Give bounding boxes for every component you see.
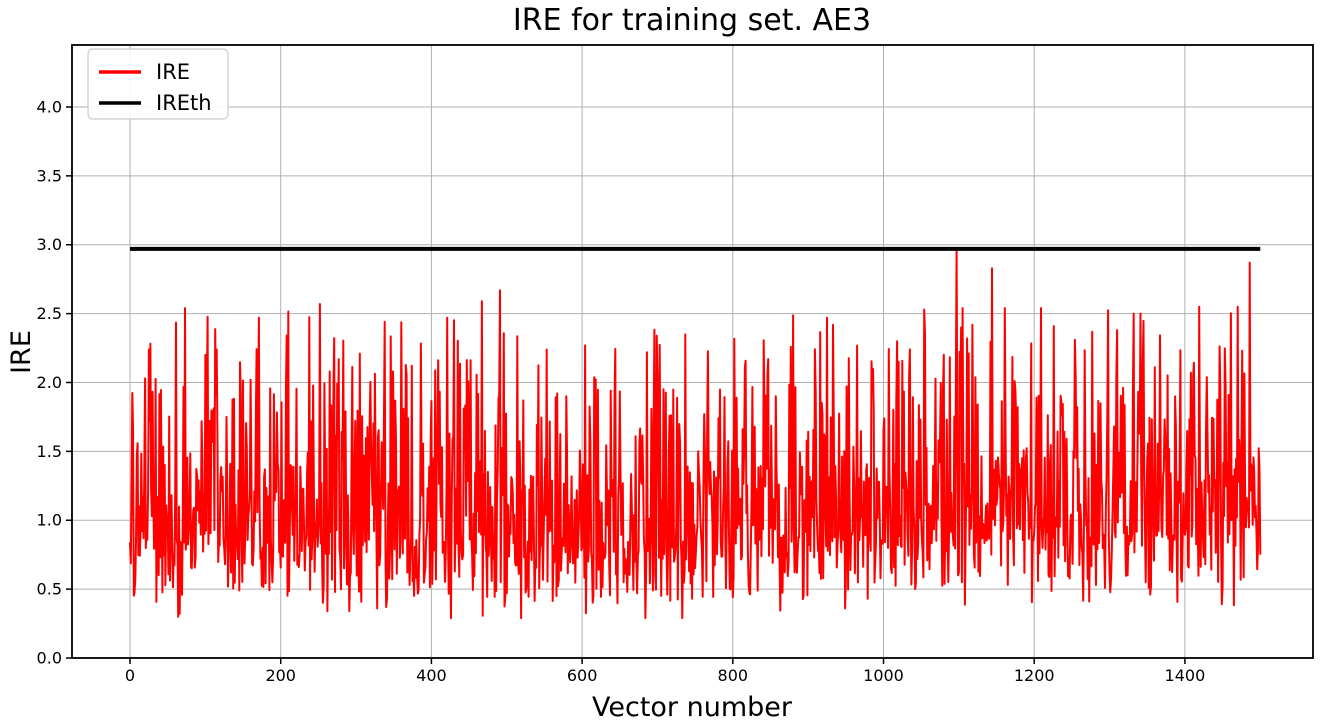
legend-label-ire: IRE: [156, 60, 190, 84]
x-tick-label: 1400: [1165, 666, 1206, 685]
y-tick-label: 3.5: [37, 166, 62, 185]
x-tick-label: 200: [265, 666, 296, 685]
chart-title: IRE for training set. AE3: [513, 3, 871, 38]
x-tick-label: 1200: [1014, 666, 1055, 685]
x-tick-label: 0: [125, 666, 135, 685]
y-tick-label: 0.0: [37, 649, 62, 668]
x-tick-label: 1000: [863, 666, 904, 685]
y-tick-label: 0.5: [37, 580, 62, 599]
x-axis-label: Vector number: [592, 692, 793, 723]
y-axis-label: IRE: [6, 330, 37, 374]
y-tick-label: 1.5: [37, 442, 62, 461]
y-tick-label: 1.0: [37, 511, 62, 530]
x-tick-label: 400: [416, 666, 447, 685]
y-tick-label: 2.0: [37, 373, 62, 392]
legend-label-ireth: IREth: [156, 91, 212, 115]
y-tick-label: 3.0: [37, 235, 62, 254]
axis-ticks: 0 200 400 600 800 1000 1200 1400 0.0 0.5 1.0 1.5 2.0…: [37, 97, 1206, 685]
y-tick-label: 4.0: [37, 97, 62, 116]
series-layer: [129, 246, 1262, 620]
plot-border: [71, 44, 1314, 659]
y-tick-label: 2.5: [37, 304, 62, 323]
series-ire: [129, 249, 1262, 620]
x-tick-label: 600: [567, 666, 598, 685]
x-tick-label: 800: [718, 666, 749, 685]
legend: IRE IREth: [87, 48, 229, 120]
